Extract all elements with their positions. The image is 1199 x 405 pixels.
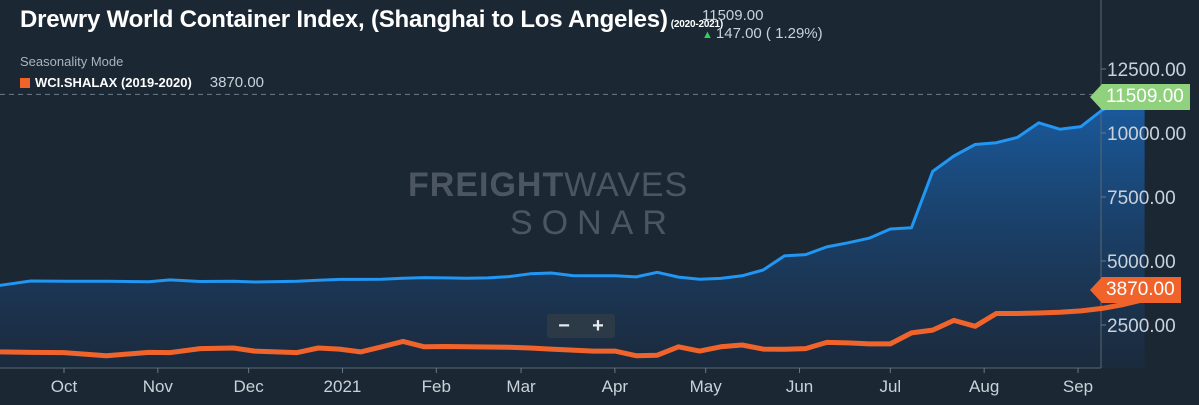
x-tick-label: Feb	[422, 377, 451, 396]
price-box: 11509.00 ▲ 147.00 ( 1.29%)	[702, 7, 823, 44]
y-tick-label: 2500.00	[1107, 316, 1176, 337]
zoom-controls: − +	[547, 314, 615, 338]
watermark-bold: FREIGHT	[408, 166, 565, 204]
legend-value: 3870.00	[209, 74, 265, 91]
change-value: 147.00 ( 1.29%)	[715, 25, 823, 42]
watermark-sub: SONAR	[510, 204, 676, 242]
chart-title: Drewry World Container Index, (Shanghai …	[20, 6, 724, 33]
x-tick-label: Aug	[969, 377, 999, 396]
title-range: (2020-2021)	[670, 19, 724, 30]
y-tick-label: 7500.00	[1107, 188, 1176, 209]
y-tick-label: 5000.00	[1107, 252, 1176, 273]
last-value-tag-secondary: 3870.00	[1090, 277, 1181, 303]
x-tick-label: 2021	[324, 377, 362, 396]
watermark-logo: FREIGHTWAVES	[408, 166, 688, 205]
zoom-out-button[interactable]: −	[558, 315, 570, 337]
last-value-tag-primary: 11509.00	[1090, 84, 1190, 110]
x-tick-label: Apr	[602, 377, 629, 396]
up-arrow-icon: ▲	[702, 29, 713, 41]
y-tick-label: 12500.00	[1107, 60, 1186, 81]
x-tick-label: May	[690, 377, 723, 396]
current-value: 11509.00	[702, 7, 764, 24]
series-line-1	[0, 287, 1169, 359]
legend-item[interactable]: WCI.SHALAX (2019-2020) 3870.00	[20, 74, 264, 91]
seasonality-mode-label: Seasonality Mode	[20, 54, 124, 69]
series-line-0	[0, 92, 1147, 287]
legend-label: WCI.SHALAX (2019-2020)	[35, 75, 192, 90]
series-area-0	[0, 94, 1145, 368]
x-tick-label: Dec	[234, 377, 265, 396]
watermark-light: WAVES	[564, 166, 689, 204]
x-tick-label: Jul	[879, 377, 901, 396]
y-tick-label: 10000.00	[1107, 124, 1186, 145]
x-tick-label: Sep	[1063, 377, 1093, 396]
zoom-in-button[interactable]: +	[592, 315, 604, 337]
x-tick-label: Jun	[786, 377, 813, 396]
legend-swatch	[20, 78, 30, 88]
x-tick-label: Nov	[143, 377, 174, 396]
x-tick-label: Mar	[506, 377, 536, 396]
change-row: ▲ 147.00 ( 1.29%)	[702, 25, 823, 44]
x-tick-label: Oct	[51, 377, 78, 396]
